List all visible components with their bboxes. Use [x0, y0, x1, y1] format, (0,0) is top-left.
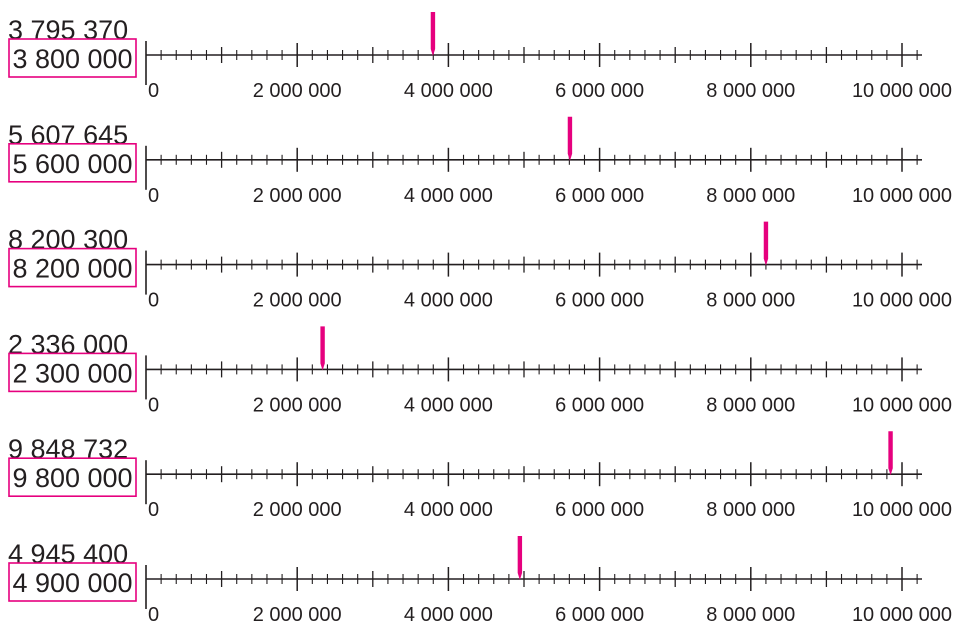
tick-label: 0 — [148, 185, 159, 207]
tick-label: 8 000 000 — [706, 499, 795, 521]
original-number: 5 607 645 — [8, 120, 128, 150]
tick-label: 4 000 000 — [404, 604, 493, 626]
tick-label: 10 000 000 — [852, 394, 952, 416]
rounded-answer-box — [8, 457, 137, 498]
value-marker — [763, 221, 769, 266]
value-marker — [430, 12, 436, 56]
tick-label: 6 000 000 — [555, 290, 644, 312]
tick-label: 2 000 000 — [253, 499, 342, 521]
tick-label: 2 000 000 — [253, 185, 342, 207]
original-number: 3 795 370 — [8, 15, 128, 45]
value-marker — [517, 536, 523, 580]
tick-label: 2 000 000 — [253, 604, 342, 626]
rounded-number: 9 800 000 — [12, 463, 132, 493]
tick-label: 0 — [148, 394, 159, 416]
tick-label: 10 000 000 — [852, 499, 952, 521]
original-number: 9 848 732 — [8, 434, 128, 464]
tick-label: 8 000 000 — [706, 185, 795, 207]
rounded-number: 4 900 000 — [12, 568, 132, 598]
value-marker — [888, 431, 893, 476]
value-marker — [320, 326, 325, 371]
rounded-number: 2 300 000 — [12, 358, 132, 388]
tick-label: 10 000 000 — [852, 604, 952, 626]
tick-label: 2 000 000 — [253, 290, 342, 312]
tick-label: 0 — [148, 290, 159, 312]
tick-label: 4 000 000 — [404, 394, 493, 416]
rounded-answer-box — [8, 38, 137, 78]
tick-label: 0 — [148, 80, 159, 102]
tick-label: 8 000 000 — [706, 394, 795, 416]
rounded-answer-box — [8, 247, 137, 288]
tick-label: 6 000 000 — [555, 499, 644, 521]
tick-label: 6 000 000 — [555, 604, 644, 626]
tick-label: 4 000 000 — [404, 499, 493, 521]
rounded-answer-box — [8, 143, 137, 183]
original-number: 4 945 400 — [8, 539, 128, 569]
tick-label: 10 000 000 — [852, 185, 952, 207]
tick-label: 6 000 000 — [555, 185, 644, 207]
tick-label: 8 000 000 — [706, 290, 795, 312]
tick-label: 0 — [148, 604, 159, 626]
value-marker — [567, 116, 573, 161]
original-number: 2 336 000 — [8, 329, 128, 359]
tick-label: 4 000 000 — [404, 290, 493, 312]
tick-label: 2 000 000 — [253, 80, 342, 102]
rounded-answer-box — [8, 562, 137, 602]
rounded-number: 5 600 000 — [12, 149, 132, 179]
tick-label: 4 000 000 — [404, 80, 493, 102]
tick-label: 4 000 000 — [404, 185, 493, 207]
tick-label: 8 000 000 — [706, 80, 795, 102]
rounded-answer-box — [8, 352, 137, 393]
tick-label: 6 000 000 — [555, 80, 644, 102]
tick-label: 10 000 000 — [852, 80, 952, 102]
original-number: 8 200 300 — [8, 225, 128, 255]
tick-label: 8 000 000 — [706, 604, 795, 626]
tick-label: 0 — [148, 499, 159, 521]
rounded-number: 8 200 000 — [12, 254, 132, 284]
tick-label: 10 000 000 — [852, 290, 952, 312]
rounded-number: 3 800 000 — [12, 44, 132, 74]
tick-label: 2 000 000 — [253, 394, 342, 416]
tick-label: 6 000 000 — [555, 394, 644, 416]
